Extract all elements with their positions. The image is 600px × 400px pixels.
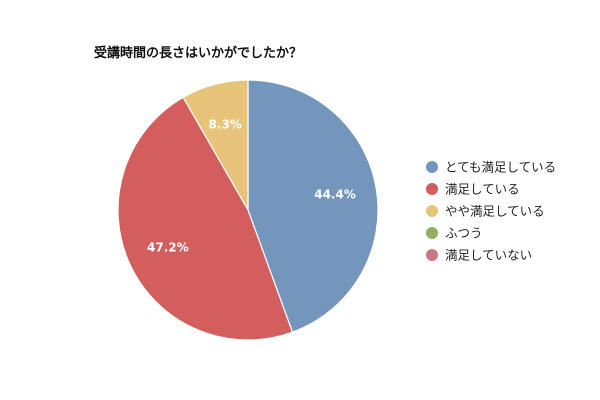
legend-label-1: とても満足している	[445, 160, 556, 175]
legend-label-5: 満足していない	[445, 248, 532, 263]
slice-value-label-1: 44.4%	[314, 188, 356, 202]
legend-swatch-4	[426, 227, 438, 239]
chart-title: 受講時間の長さはいかがでしたか？	[94, 45, 302, 61]
legend-swatch-2	[426, 183, 438, 195]
legend-swatch-5	[426, 249, 438, 261]
legend-swatch-3	[426, 205, 438, 217]
pie-slice-labels: 44.4% 47.2% 8.3%	[147, 118, 356, 255]
slice-value-label-2: 47.2%	[147, 240, 189, 254]
pie-slice-2	[117, 96, 294, 341]
legend-swatch-1	[426, 161, 438, 173]
pie-slice-3	[182, 79, 249, 213]
legend-label-2: 満足している	[445, 182, 520, 197]
legend-label-4: ふつう	[445, 226, 483, 241]
slice-value-label-3: 8.3%	[209, 118, 242, 132]
legend-label-3: やや満足している	[445, 204, 545, 219]
pie-slices	[117, 79, 379, 341]
pie-slice-1	[247, 79, 379, 333]
